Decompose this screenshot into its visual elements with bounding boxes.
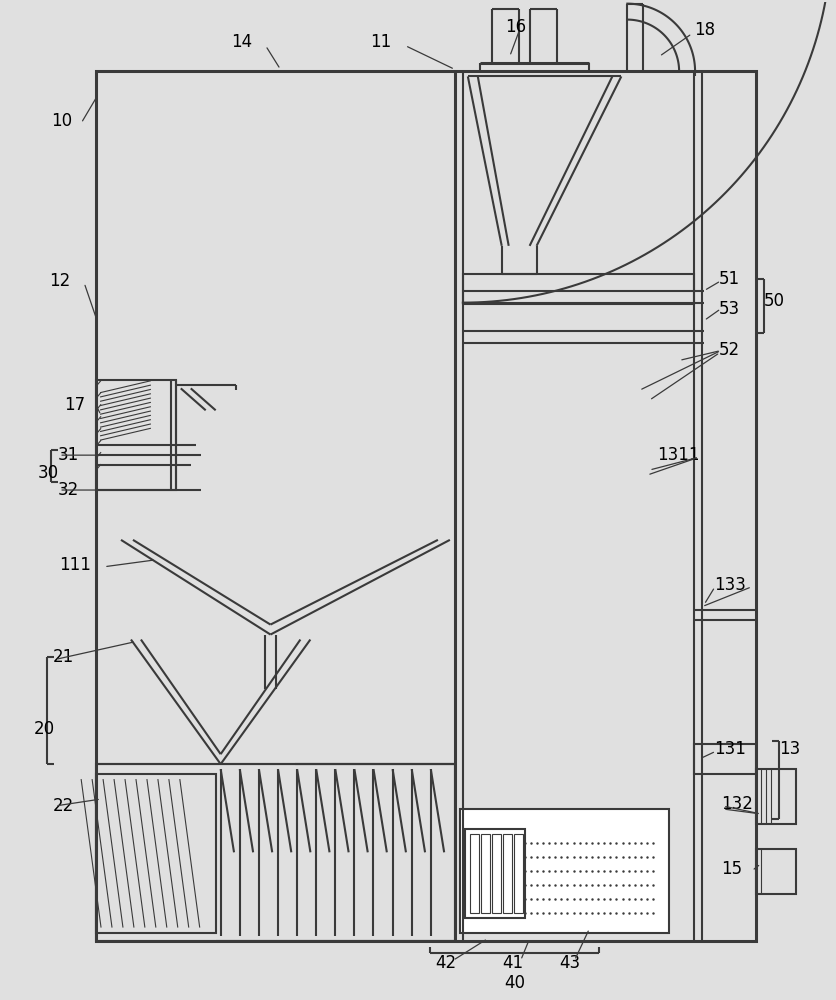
Text: 53: 53 bbox=[718, 300, 739, 318]
Bar bbox=[693, 744, 755, 774]
Text: 11: 11 bbox=[370, 33, 391, 51]
Bar bbox=[755, 769, 795, 824]
Text: 10: 10 bbox=[51, 112, 72, 130]
Bar bbox=[462, 274, 693, 304]
Bar bbox=[513, 834, 522, 913]
Text: 32: 32 bbox=[57, 481, 79, 499]
Text: 51: 51 bbox=[718, 270, 739, 288]
Bar bbox=[502, 834, 511, 913]
Text: 14: 14 bbox=[231, 33, 252, 51]
Bar bbox=[480, 834, 489, 913]
Bar bbox=[96, 774, 216, 933]
Text: 15: 15 bbox=[720, 860, 742, 878]
Bar bbox=[459, 809, 668, 933]
Bar bbox=[96, 764, 454, 941]
Bar bbox=[96, 380, 176, 490]
Text: 21: 21 bbox=[54, 648, 74, 666]
Bar bbox=[464, 829, 524, 918]
Text: 13: 13 bbox=[777, 740, 799, 758]
Bar bbox=[96, 71, 755, 941]
Bar bbox=[755, 849, 795, 894]
Text: 16: 16 bbox=[504, 18, 525, 36]
Text: 20: 20 bbox=[33, 720, 54, 738]
Text: 31: 31 bbox=[57, 446, 79, 464]
Text: 12: 12 bbox=[49, 272, 70, 290]
Text: 132: 132 bbox=[720, 795, 752, 813]
Text: 50: 50 bbox=[763, 292, 784, 310]
Text: 30: 30 bbox=[38, 464, 59, 482]
Text: 42: 42 bbox=[435, 954, 456, 972]
Text: 131: 131 bbox=[713, 740, 745, 758]
Text: 111: 111 bbox=[59, 556, 91, 574]
Text: 18: 18 bbox=[693, 21, 714, 39]
Text: 133: 133 bbox=[713, 576, 745, 594]
Bar bbox=[492, 834, 500, 913]
Text: 40: 40 bbox=[504, 974, 525, 992]
Text: 43: 43 bbox=[558, 954, 580, 972]
Text: 1311: 1311 bbox=[656, 446, 699, 464]
Bar bbox=[469, 834, 478, 913]
Text: 22: 22 bbox=[54, 797, 74, 815]
Text: 41: 41 bbox=[502, 954, 523, 972]
Text: 17: 17 bbox=[64, 396, 85, 414]
Text: 52: 52 bbox=[718, 341, 739, 359]
